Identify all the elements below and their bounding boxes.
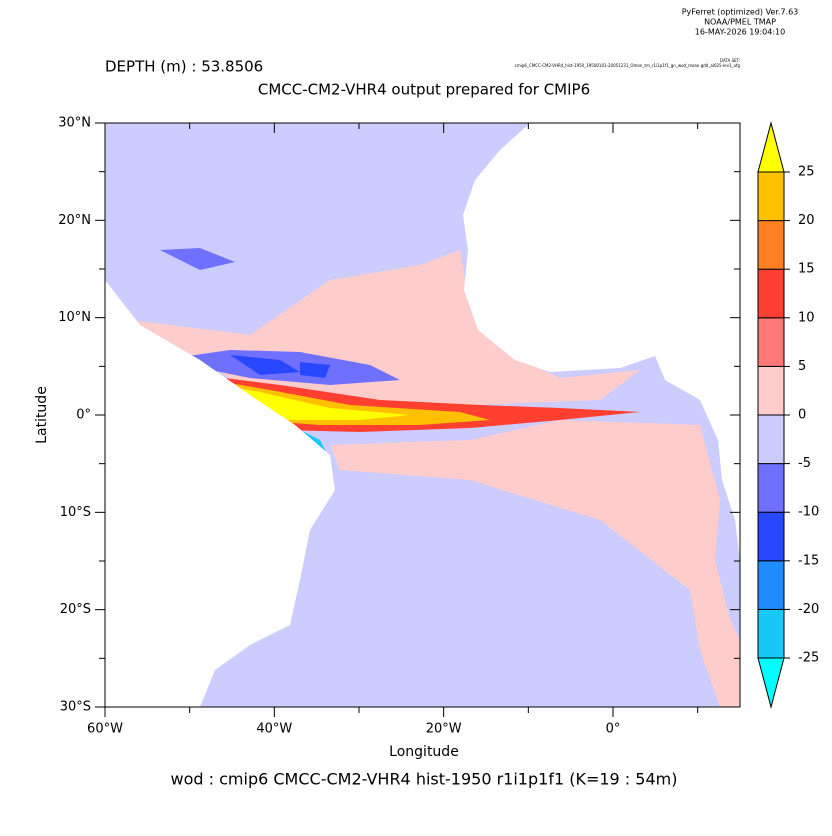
colorbar-cell [757,608,785,659]
y-axis-label: Latitude [34,386,50,444]
field-region [300,362,330,378]
dataset: cmip6_CMCC-CM2-VHR4_hist-1950_19500101-2… [515,63,741,68]
colorbar-label: 15 [798,262,815,277]
colorbar-extend [757,121,785,173]
y-tick-label: 10°N [58,310,91,325]
colorbar-label: -25 [798,651,819,666]
y-tick-label: 20°S [60,602,91,617]
field [105,123,740,707]
x-tick-label: 0° [606,722,621,737]
field-region [160,248,235,270]
y-tick-label: 30°N [58,116,91,131]
colorbar-label: 20 [798,213,815,228]
colorbar-cell [757,317,785,367]
institution: NOAA/PMEL TMAP [704,18,776,27]
depth-label: DEPTH (m) : 53.8506 [105,58,263,76]
colorbar-extend [757,657,785,709]
timestamp: 16-MAY-2026 19:04:10 [695,28,785,37]
y-tick-label: 20°N [58,213,91,228]
colorbar-cell [757,560,785,610]
colorbar-cell [757,414,785,465]
x-tick-label: 40°W [256,722,292,737]
y-tick-label: 0° [76,408,91,423]
colorbar-cell [757,171,785,222]
colorbar-label: 25 [798,165,815,180]
x-tick-label: 60°W [87,722,123,737]
y-tick-label: 10°S [60,505,91,520]
colorbar-cell [757,220,785,270]
colorbar-label: 10 [798,310,815,325]
field-region [230,355,300,375]
dataset-label: DATA SET: [720,58,740,63]
colorbar-label: -5 [798,456,811,471]
colorbar: -25 -20 -15 -10 -5 0 5 10 15 20 25 [757,121,819,709]
colorbar-cell [757,365,785,416]
colorbar-label: -10 [798,505,819,520]
x-tick-label: 20°W [426,722,462,737]
footer: wod : cmip6 CMCC-CM2-VHR4 hist-1950 r1i1… [171,770,678,789]
colorbar-cell [757,463,785,513]
land [105,280,335,707]
y-tick-label: 30°S [60,700,91,715]
x-axis-label: Longitude [389,744,459,760]
colorbar-cell [757,511,785,562]
colorbar-cell [757,268,785,319]
colorbar-label: -20 [798,602,819,617]
colorbar-label: 5 [798,359,806,374]
colorbar-label: 0 [798,408,806,423]
land [463,123,740,560]
colorbar-label: -15 [798,553,819,568]
field-region [330,420,740,707]
program: PyFerret (optimized) Ver.7.63 [682,8,799,17]
chart-title: CMCC-CM2-VHR4 output prepared for CMIP6 [258,81,590,99]
